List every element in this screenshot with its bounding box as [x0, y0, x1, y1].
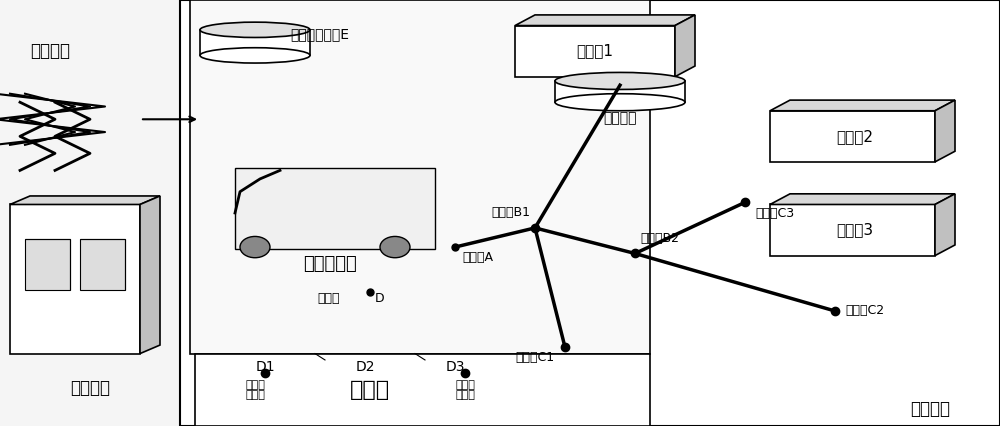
Ellipse shape	[555, 94, 685, 111]
Polygon shape	[770, 194, 955, 204]
FancyBboxPatch shape	[0, 0, 180, 426]
Text: 检测完: 检测完	[455, 380, 475, 390]
Text: 中间点B1: 中间点B1	[491, 206, 530, 219]
FancyBboxPatch shape	[195, 354, 650, 426]
Text: 总控制台: 总控制台	[70, 379, 110, 397]
Text: 中间点B2: 中间点B2	[640, 232, 679, 245]
Text: 充电装置: 充电装置	[603, 111, 637, 125]
FancyBboxPatch shape	[180, 0, 1000, 426]
Text: 检测完: 检测完	[245, 380, 265, 390]
Polygon shape	[25, 239, 70, 290]
Text: 溶液处理槽点E: 溶液处理槽点E	[290, 27, 349, 41]
Ellipse shape	[240, 236, 270, 258]
Text: 溶液池3: 溶液池3	[836, 222, 874, 238]
Polygon shape	[10, 204, 140, 354]
Text: D1: D1	[255, 360, 275, 374]
Text: 高危环境: 高危环境	[910, 400, 950, 418]
Polygon shape	[140, 196, 160, 354]
Text: 溶液池1: 溶液池1	[576, 43, 614, 59]
Text: 成按钮: 成按钮	[455, 390, 475, 400]
Polygon shape	[935, 194, 955, 256]
Polygon shape	[770, 100, 955, 111]
Text: D: D	[375, 292, 385, 305]
Polygon shape	[770, 111, 935, 162]
Text: 溶液点C2: 溶液点C2	[845, 305, 884, 317]
Polygon shape	[675, 15, 695, 77]
Polygon shape	[770, 204, 935, 256]
Polygon shape	[10, 196, 160, 204]
Text: 无线网络: 无线网络	[30, 42, 70, 60]
Ellipse shape	[200, 48, 310, 63]
Text: D3: D3	[445, 360, 465, 374]
Text: 成按钮: 成按钮	[245, 390, 265, 400]
Text: 检测点: 检测点	[318, 292, 340, 305]
Text: 溶液池2: 溶液池2	[836, 129, 874, 144]
Text: 起始点A: 起始点A	[462, 251, 493, 265]
Polygon shape	[555, 81, 685, 102]
Text: 检测台: 检测台	[350, 380, 390, 400]
FancyBboxPatch shape	[235, 168, 435, 249]
Text: 溶液点C1: 溶液点C1	[516, 351, 555, 365]
Text: 移动机器人: 移动机器人	[303, 255, 357, 273]
Text: 溶液点C3: 溶液点C3	[755, 207, 794, 220]
Ellipse shape	[200, 22, 310, 37]
FancyBboxPatch shape	[190, 0, 650, 354]
Polygon shape	[80, 239, 125, 290]
Ellipse shape	[380, 236, 410, 258]
Text: D2: D2	[355, 360, 375, 374]
Polygon shape	[515, 26, 675, 77]
Polygon shape	[200, 30, 310, 55]
Polygon shape	[935, 100, 955, 162]
Polygon shape	[515, 15, 695, 26]
Ellipse shape	[555, 72, 685, 89]
